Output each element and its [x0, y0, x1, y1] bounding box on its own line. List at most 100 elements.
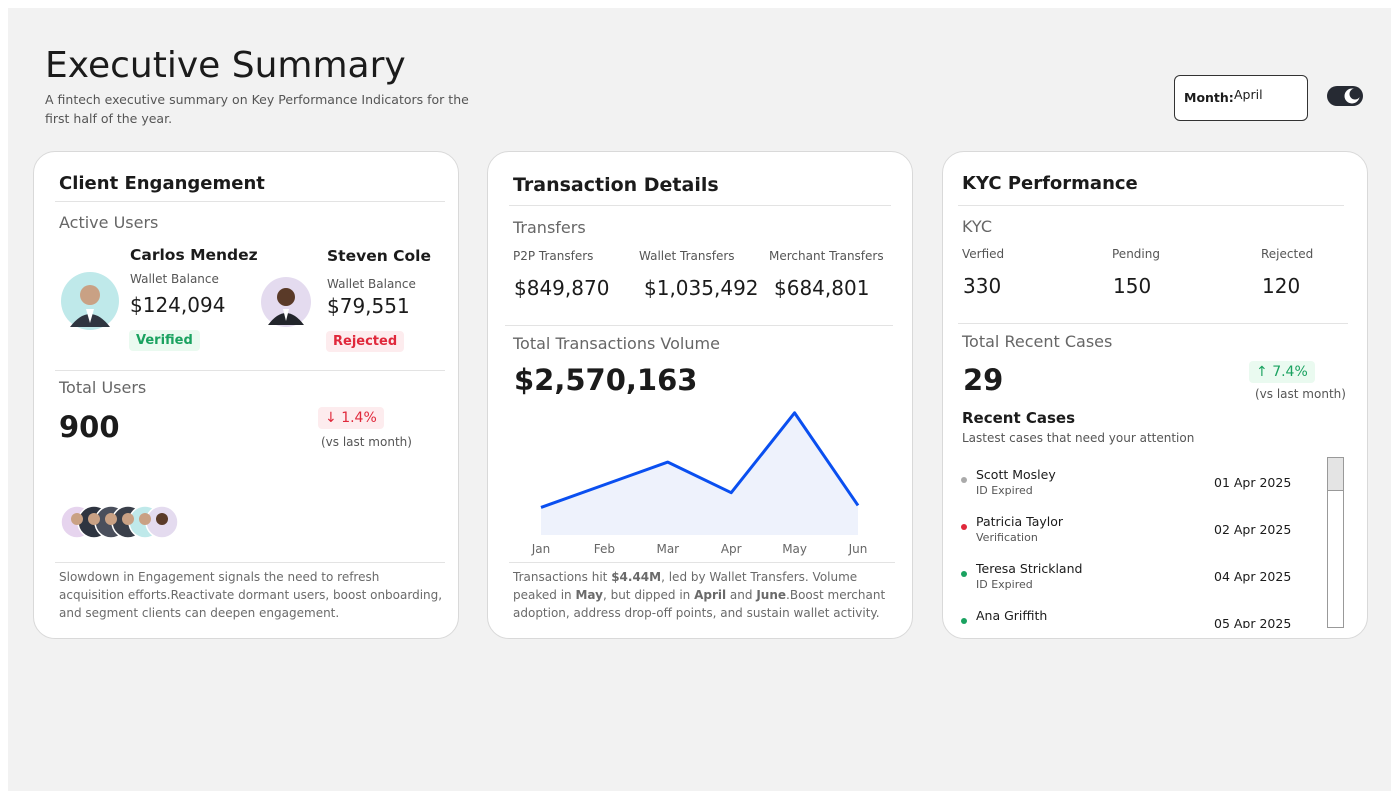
x-tick-label: Jan — [531, 542, 551, 556]
transfer-value: $849,870 — [514, 276, 610, 300]
x-tick-label: Mar — [656, 542, 679, 556]
section-label: KYC — [962, 217, 992, 236]
line — [540, 411, 860, 509]
stat-value: 330 — [963, 274, 1002, 298]
insight-note: Transactions hit $4.44M, led by Wallet T… — [513, 568, 893, 622]
insight-note: Slowdown in Engagement signals the need … — [59, 570, 443, 620]
avatar — [61, 272, 119, 330]
transfer-label: Wallet Transfers — [639, 249, 735, 263]
case-reason: ID Expired — [976, 484, 1033, 497]
note-text: , but dipped in — [602, 588, 695, 602]
status-dot — [961, 477, 967, 483]
case-date: 01 Apr 2025 — [1214, 475, 1292, 490]
month-label: Month: — [1184, 90, 1234, 105]
transfer-value: $684,801 — [774, 276, 870, 300]
note-text: , led by Wallet Transfers. Volume peaked… — [513, 570, 858, 602]
status-badge: Verified — [129, 330, 200, 351]
case-reason: ID Expired — [976, 578, 1033, 591]
area — [541, 412, 858, 535]
case-name: Patricia Taylor — [976, 514, 1064, 529]
divider — [55, 562, 445, 563]
x-tick-label: Feb — [594, 542, 615, 556]
section-label: Total Recent Cases — [962, 332, 1113, 351]
case-date: 04 Apr 2025 — [1214, 569, 1292, 584]
stat-label: Rejected — [1261, 247, 1314, 261]
x-tick-label: May — [782, 542, 807, 556]
scroll-thumb[interactable] — [1328, 458, 1343, 491]
note-highlight: June — [756, 588, 787, 602]
balance-label: Wallet Balance — [327, 277, 416, 291]
x-tick-label: Apr — [721, 542, 742, 556]
month-select[interactable]: Month: April — [1174, 75, 1308, 121]
user-name: Steven Cole — [327, 247, 431, 265]
theme-toggle[interactable] — [1326, 85, 1364, 107]
balance-value: $79,551 — [327, 294, 410, 318]
scrollbar[interactable] — [1327, 457, 1344, 628]
transfer-label: P2P Transfers — [513, 249, 594, 263]
user-name: Carlos Mendez — [130, 246, 258, 264]
case-name: Teresa Strickland — [976, 561, 1083, 576]
line-chart: Jan Feb Mar Apr May Jun — [531, 411, 868, 556]
card-title: KYC Performance — [962, 173, 1138, 194]
month-value: April — [1234, 87, 1263, 102]
divider — [509, 205, 891, 206]
list-title: Recent Cases — [962, 409, 1076, 427]
change-value: 1.4% — [341, 410, 377, 426]
card-title: Transaction Details — [513, 174, 719, 196]
note-highlight: April — [694, 588, 727, 602]
page-title: Executive Summary — [45, 45, 406, 86]
status-dot — [961, 618, 967, 624]
change-badge: ↓ 1.4% — [318, 407, 384, 429]
moon-icon — [1349, 88, 1361, 100]
section-label: Total Users — [59, 378, 147, 397]
kyc-performance-card — [942, 151, 1368, 639]
kpi-value: $2,570,163 — [514, 363, 698, 397]
divider — [55, 201, 445, 202]
transaction-details-card — [487, 151, 913, 639]
divider — [958, 323, 1348, 324]
balance-value: $124,094 — [130, 293, 226, 317]
card-title: Client Engangement — [59, 173, 265, 194]
list-subtitle: Lastest cases that need your attention — [962, 431, 1195, 445]
balance-label: Wallet Balance — [130, 272, 219, 286]
section-label: Total Transactions Volume — [513, 334, 720, 353]
kpi-value: 900 — [59, 410, 120, 444]
divider — [958, 205, 1344, 206]
change-note: (vs last month) — [321, 435, 412, 449]
change-note: (vs last month) — [1255, 387, 1346, 401]
section-label: Active Users — [59, 213, 159, 232]
note-highlight: $4.44M — [611, 570, 662, 584]
status-badge: Rejected — [326, 331, 405, 352]
case-name: Scott Mosley — [976, 467, 1056, 482]
cases-list: Scott Mosley ID Expired 01 Apr 2025 Patrici… — [955, 457, 1325, 628]
case-date: 02 Apr 2025 — [1214, 522, 1292, 537]
stat-value: 120 — [1262, 274, 1301, 298]
x-tick-label: Jun — [848, 542, 868, 556]
stat-label: Pending — [1112, 247, 1160, 261]
case-reason: Verification — [976, 531, 1038, 544]
client-engagement-card — [33, 151, 459, 639]
stat-label: Verfied — [962, 247, 1005, 261]
case-date: 05 Apr 2025 — [1214, 616, 1292, 628]
divider — [509, 562, 895, 563]
note-text: .Boost merchant adoption, address drop-o… — [513, 588, 886, 620]
note-text: Transactions hit — [513, 570, 612, 584]
note-highlight: May — [575, 588, 603, 602]
divider — [505, 325, 893, 326]
avatar — [261, 277, 311, 327]
transfer-label: Merchant Transfers — [769, 249, 884, 263]
transfer-value: $1,035,492 — [644, 276, 759, 300]
stat-value: 150 — [1113, 274, 1152, 298]
case-name: Ana Griffith — [976, 608, 1048, 623]
kpi-value: 29 — [963, 363, 1004, 397]
change-badge: ↑ 7.4% — [1249, 361, 1315, 383]
status-dot — [961, 571, 967, 577]
divider — [55, 370, 445, 371]
status-dot — [961, 524, 967, 530]
avatar-group — [60, 505, 179, 539]
page-subtitle: A fintech executive summary on Key Perfo… — [45, 92, 469, 126]
section-label: Transfers — [513, 218, 586, 237]
note-text: and — [726, 588, 757, 602]
